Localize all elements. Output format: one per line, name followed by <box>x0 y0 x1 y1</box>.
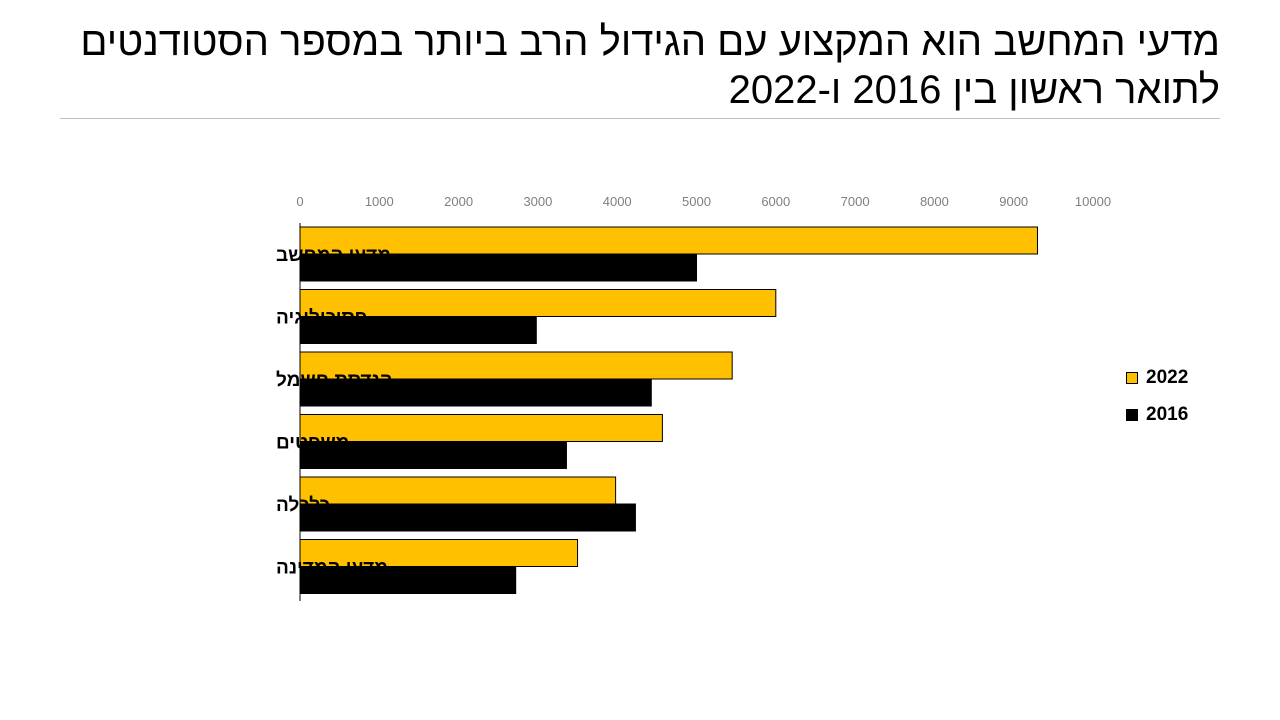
x-tick-label-0: 0 <box>296 194 303 209</box>
legend-item-series-1: 2016 <box>1126 403 1216 427</box>
x-tick-label-1: 1000 <box>365 194 394 209</box>
bar-2016-0 <box>299 253 697 282</box>
category-label-5: מדעי המדינה <box>276 558 388 579</box>
bar-2022-3 <box>299 414 663 442</box>
x-tick-label-10: 10000 <box>1075 194 1111 209</box>
legend-label-series-1: 2016 <box>1146 404 1189 425</box>
category-label-2: הנדסת חשמל <box>276 370 393 391</box>
bar-2016-5 <box>299 566 517 594</box>
category-label-3: משפטים <box>276 433 349 454</box>
x-tick-label-3: 3000 <box>523 194 552 209</box>
x-tick-label-7: 7000 <box>841 194 870 209</box>
chart-legend: 2022 2016 <box>1126 366 1216 440</box>
x-tick-label-5: 5000 <box>682 194 711 209</box>
category-label-1: פסיכולוגיה <box>276 308 367 329</box>
slide-title: מדעי המחשב הוא המקצוע עם הגידול הרב ביות… <box>80 20 1220 112</box>
bar-2022-2 <box>299 351 733 380</box>
x-tick-label-8: 8000 <box>920 194 949 209</box>
legend-swatch-series-1 <box>1126 409 1138 421</box>
bar-2016-4 <box>299 503 636 532</box>
title-divider <box>60 118 1220 119</box>
category-label-0: מדעי המחשב <box>276 245 391 266</box>
x-tick-label-4: 4000 <box>603 194 632 209</box>
x-tick-label-2: 2000 <box>444 194 473 209</box>
bar-2016-2 <box>299 378 652 407</box>
x-tick-label-9: 9000 <box>999 194 1028 209</box>
category-label-4: כלכלה <box>276 495 330 516</box>
bar-2022-1 <box>299 289 777 317</box>
legend-item-series-0: 2022 <box>1126 366 1216 390</box>
legend-swatch-series-0 <box>1126 372 1138 384</box>
bar-2022-5 <box>299 539 579 567</box>
bar-2022-4 <box>299 476 617 505</box>
legend-label-series-0: 2022 <box>1146 367 1189 388</box>
x-tick-label-6: 6000 <box>761 194 790 209</box>
bar-2016-3 <box>299 441 567 469</box>
bar-2022-0 <box>299 226 1038 255</box>
